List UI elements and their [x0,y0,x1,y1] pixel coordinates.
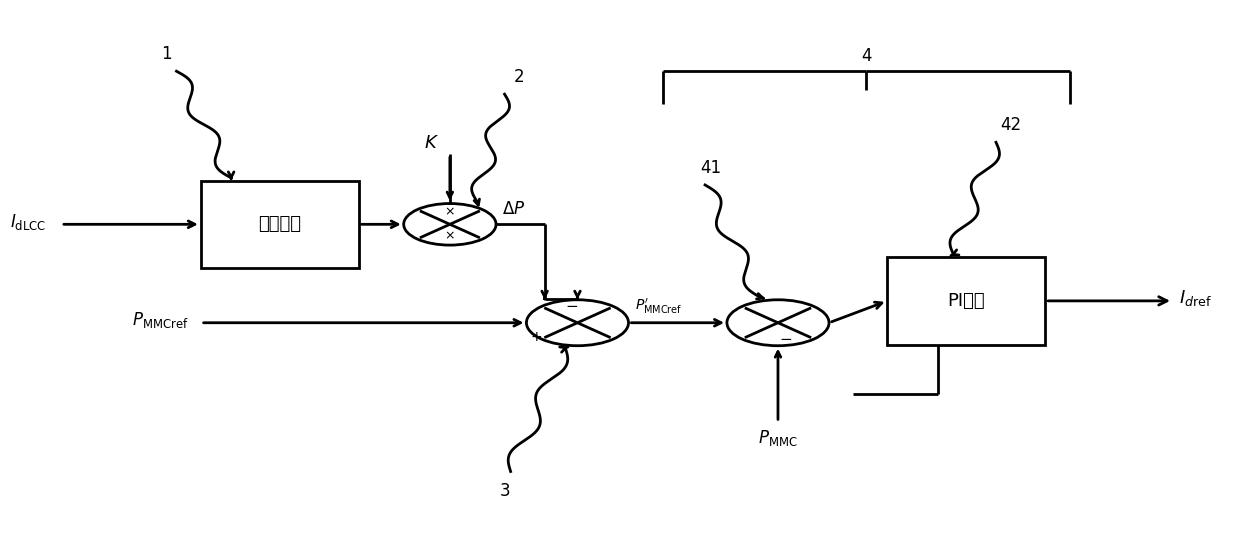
Text: 2: 2 [513,68,525,86]
Text: $\Delta P$: $\Delta P$ [502,200,526,218]
Text: −: − [565,299,578,314]
Text: PI环节: PI环节 [947,292,985,310]
FancyBboxPatch shape [201,181,358,268]
Text: 42: 42 [999,116,1021,134]
Text: $P_{\mathrm{MMC}}$: $P_{\mathrm{MMC}}$ [758,428,797,448]
Text: 41: 41 [701,158,722,177]
Text: $P^{\prime}_{\mathrm{MMCref}}$: $P^{\prime}_{\mathrm{MMCref}}$ [635,297,682,316]
Text: 3: 3 [500,483,510,501]
Text: 4: 4 [861,47,872,65]
Text: 微分环节: 微分环节 [258,215,301,233]
Text: +: + [531,330,542,344]
Text: $K$: $K$ [424,133,439,152]
Text: $I_{d\mathrm{ref}}$: $I_{d\mathrm{ref}}$ [1179,288,1211,308]
Text: $I_{\mathrm{dLCC}}$: $I_{\mathrm{dLCC}}$ [10,211,46,232]
Text: 1: 1 [161,45,172,63]
Text: ×: × [445,230,455,243]
Text: −: − [779,332,792,347]
FancyBboxPatch shape [888,257,1045,345]
Text: ×: × [445,206,455,219]
Text: $P_{\mathrm{MMCref}}$: $P_{\mathrm{MMCref}}$ [133,310,188,330]
